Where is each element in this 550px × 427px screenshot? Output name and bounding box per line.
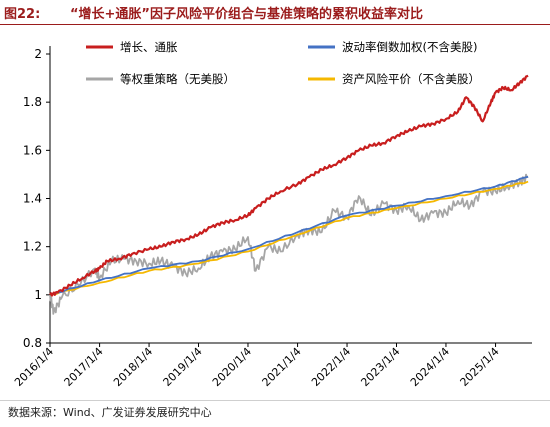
y-tick-label: 1.2 [23,240,42,254]
x-tick-label: 2017/1/4 [62,345,106,389]
series-line-2 [49,175,529,296]
x-tick-label: 2020/1/4 [210,345,254,389]
x-tick-label: 2019/1/4 [161,345,205,389]
x-tick-label: 2024/1/4 [408,345,452,389]
figure-title-bar: 图22: “增长+通胀”因子风险平价组合与基准策略的累积收益率对比 [0,0,550,25]
x-tick-label: 2023/1/4 [358,345,402,389]
source-divider [0,400,550,401]
series-line-4 [49,180,529,296]
series-line-1 [49,74,529,297]
figure-label: 图22: [4,7,41,22]
y-tick-label: 1 [34,288,42,302]
cumulative-return-chart: 0.8 1 1.2 1.4 1.6 1.8 2 2016/1/4 2017/1/4 2018/1/… [12,40,532,389]
legend-label: 波动率倒数加权(不含美股) [342,40,477,54]
x-tick-label: 2018/1/4 [111,345,155,389]
series-line-3 [49,173,529,315]
x-tick-label: 2022/1/4 [309,345,353,389]
y-tick-label: 2 [34,47,42,61]
figure-title: “增长+通胀”因子风险平价组合与基准策略的累积收益率对比 [70,7,423,22]
x-tick-label: 2021/1/4 [260,345,304,389]
legend-label: 增长、通胀 [120,40,178,54]
x-tick-label: 2025/1/4 [458,345,502,389]
source-note: 数据来源：Wind、广发证券发展研究中心 [8,406,212,419]
y-tick-label: 0.8 [23,336,42,350]
y-tick-label: 1.6 [23,143,42,157]
legend-label: 资产风险平价（不含美股） [342,72,480,86]
legend-label: 等权重策略（无美股） [120,72,235,86]
x-tick-label: 2016/1/4 [12,345,56,389]
y-tick-label: 1.8 [23,95,42,109]
y-tick-label: 1.4 [23,192,42,206]
